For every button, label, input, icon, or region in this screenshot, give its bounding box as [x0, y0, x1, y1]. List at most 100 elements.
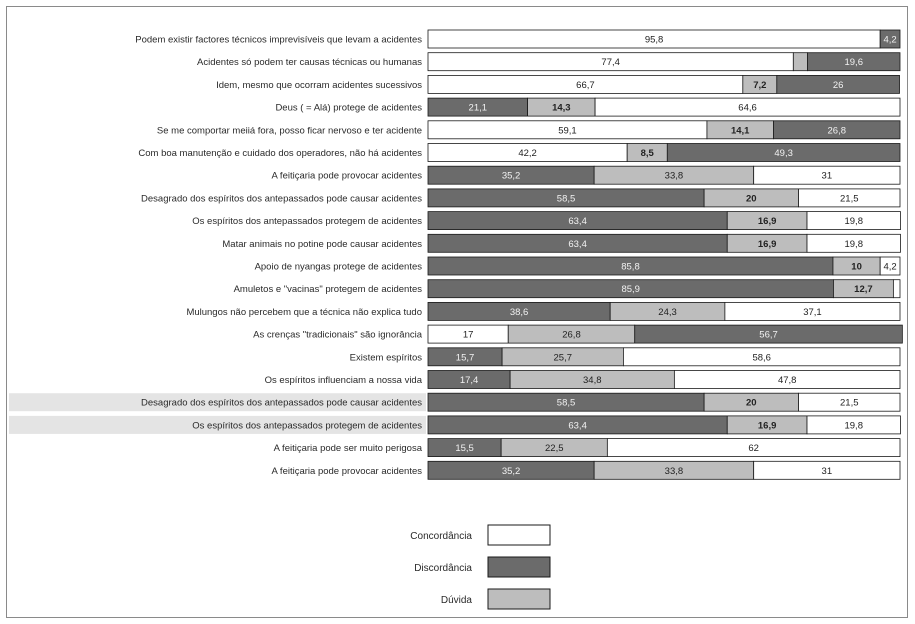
category-label: Deus ( = Alá) protege de acidentes: [275, 103, 422, 114]
category-label: A feitiçaria pode provocar acidentes: [271, 171, 422, 182]
category-label: Matar animais no potine pode causar acid…: [222, 239, 422, 250]
data-label: 66,7: [576, 80, 595, 91]
bar-segment: [623, 347, 901, 367]
data-label: 26: [833, 80, 844, 91]
data-label: 33,8: [665, 466, 684, 477]
data-label: 37,1: [803, 307, 822, 318]
data-label: 14,3: [552, 103, 571, 114]
data-label: 16,9: [758, 216, 777, 227]
bar-row: Podem existir factores técnicos imprevis…: [135, 29, 901, 49]
data-label: 34,8: [583, 375, 602, 386]
category-label: Acidentes só podem ter causas técnicas o…: [197, 57, 422, 68]
data-label: 77,4: [601, 57, 620, 68]
data-label: 58,5: [557, 193, 576, 204]
data-label: 16,9: [758, 239, 777, 250]
category-label: Com boa manutenção e cuidado dos operado…: [138, 148, 422, 159]
bar-segment: [807, 52, 901, 72]
bar-row: A feitiçaria pode ser muito perigosa 15,5…: [274, 438, 901, 458]
data-label: 21,1: [469, 103, 488, 114]
bar-segment: [773, 120, 901, 140]
legend-item: Discordância: [414, 556, 551, 578]
bar-segment: [634, 324, 903, 344]
bar-row: Deus ( = Alá) protege de acidentes 21,1 14…: [275, 97, 901, 117]
category-label: As crenças "tradicionais" são ignorância: [253, 330, 423, 341]
data-label: 15,5: [455, 443, 474, 454]
bar-row: Amuletos e "vacinas" protegem de acident…: [234, 279, 901, 299]
bar-row: Existem espíritos 15,7 25,7 58,6: [350, 347, 901, 367]
category-label: Apoio de nyangas protege de acidentes: [255, 262, 423, 273]
data-label: 62: [748, 443, 759, 454]
data-label: 25,7: [554, 352, 573, 363]
category-label: Amuletos e "vacinas" protegem de acident…: [234, 284, 423, 295]
bar-segment: [724, 301, 901, 321]
bar-segment: [753, 460, 901, 480]
bar-segment: [666, 143, 901, 162]
data-label: 85,9: [621, 284, 640, 295]
legend-swatch: [487, 588, 551, 610]
category-label: Existem espíritos: [350, 352, 423, 363]
category-label: Os espíritos dos antepassados protegem d…: [192, 420, 422, 431]
legend-item: Dúvida: [441, 588, 551, 610]
data-label: 33,8: [665, 171, 684, 182]
bar-row: Os espíritos dos antepassados protegem d…: [192, 211, 901, 231]
data-label: 12,7: [854, 284, 873, 295]
bar-segment: [879, 256, 901, 276]
data-label: 64,6: [738, 103, 757, 114]
data-label: 7,2: [753, 80, 766, 91]
data-label: 4,2: [883, 35, 896, 46]
stacked-bar-chart: Podem existir factores técnicos imprevis…: [9, 29, 903, 610]
data-label: 26,8: [828, 125, 847, 136]
bar-segment: [753, 165, 901, 185]
bar-row: A feitiçaria pode provocar acidentes 35,2…: [271, 165, 901, 185]
data-label: 19,8: [844, 239, 863, 250]
data-label: 14,1: [731, 125, 750, 136]
data-label: 15,7: [456, 352, 475, 363]
legend-swatch: [487, 556, 551, 578]
category-label: Mulungos não percebem que a técnica não …: [186, 307, 422, 318]
data-label: 59,1: [558, 125, 577, 136]
bar-row: Acidentes só podem ter causas técnicas o…: [197, 52, 901, 72]
category-label: Idem, mesmo que ocorram acidentes sucess…: [216, 80, 422, 91]
data-label: 47,8: [778, 375, 797, 386]
data-label: 4,2: [883, 262, 896, 273]
data-label: 19,8: [844, 216, 863, 227]
category-label: Desagrado dos espíritos dos antepassados…: [141, 193, 422, 204]
category-label: Desagrado dos espíritos dos antepassados…: [141, 398, 422, 409]
bar-row: Matar animais no potine pode causar acid…: [222, 233, 901, 253]
legend-label: Discordância: [414, 563, 472, 574]
data-label: 8,5: [641, 148, 655, 159]
data-label: 31: [822, 171, 833, 182]
data-label: 58,6: [752, 352, 771, 363]
data-label: 31: [822, 466, 833, 477]
row-highlight: [9, 393, 426, 412]
data-label: 20: [746, 398, 757, 409]
data-label: 19,6: [844, 57, 863, 68]
data-label: 22,5: [545, 443, 564, 454]
bar-row: Os espíritos influenciam a nossa vida 17,…: [265, 370, 901, 389]
bar-segment: [798, 188, 901, 208]
row-highlight: [9, 415, 426, 434]
data-label: 63,4: [568, 239, 587, 250]
bar-row: Desagrado dos espíritos dos antepassados…: [141, 188, 901, 208]
bar-segment: [892, 279, 901, 299]
bar-segment: [594, 97, 901, 117]
data-label: 21,5: [840, 398, 859, 409]
data-label: 20: [746, 193, 757, 204]
bar-segment: [792, 52, 808, 72]
data-label: 26,8: [562, 330, 581, 341]
bar-row: Idem, mesmo que ocorram acidentes sucess…: [216, 75, 900, 94]
bar-segment: [798, 392, 901, 412]
data-label: 95,8: [645, 35, 664, 46]
bar-segment: [806, 211, 901, 231]
category-label: A feitiçaria pode ser muito perigosa: [274, 443, 423, 454]
legend-item: Concordância: [410, 524, 551, 546]
bar-segment: [879, 29, 901, 49]
data-label: 35,2: [502, 466, 521, 477]
data-label: 58,5: [557, 398, 576, 409]
bar-segment: [806, 415, 901, 435]
bar-segment: [606, 438, 901, 458]
bar-row: Se me comportar meiiá fora, posso ficar …: [157, 120, 901, 140]
chart-frame: Podem existir factores técnicos imprevis…: [6, 6, 908, 618]
data-label: 10: [851, 262, 862, 273]
data-label: 21,5: [840, 193, 859, 204]
